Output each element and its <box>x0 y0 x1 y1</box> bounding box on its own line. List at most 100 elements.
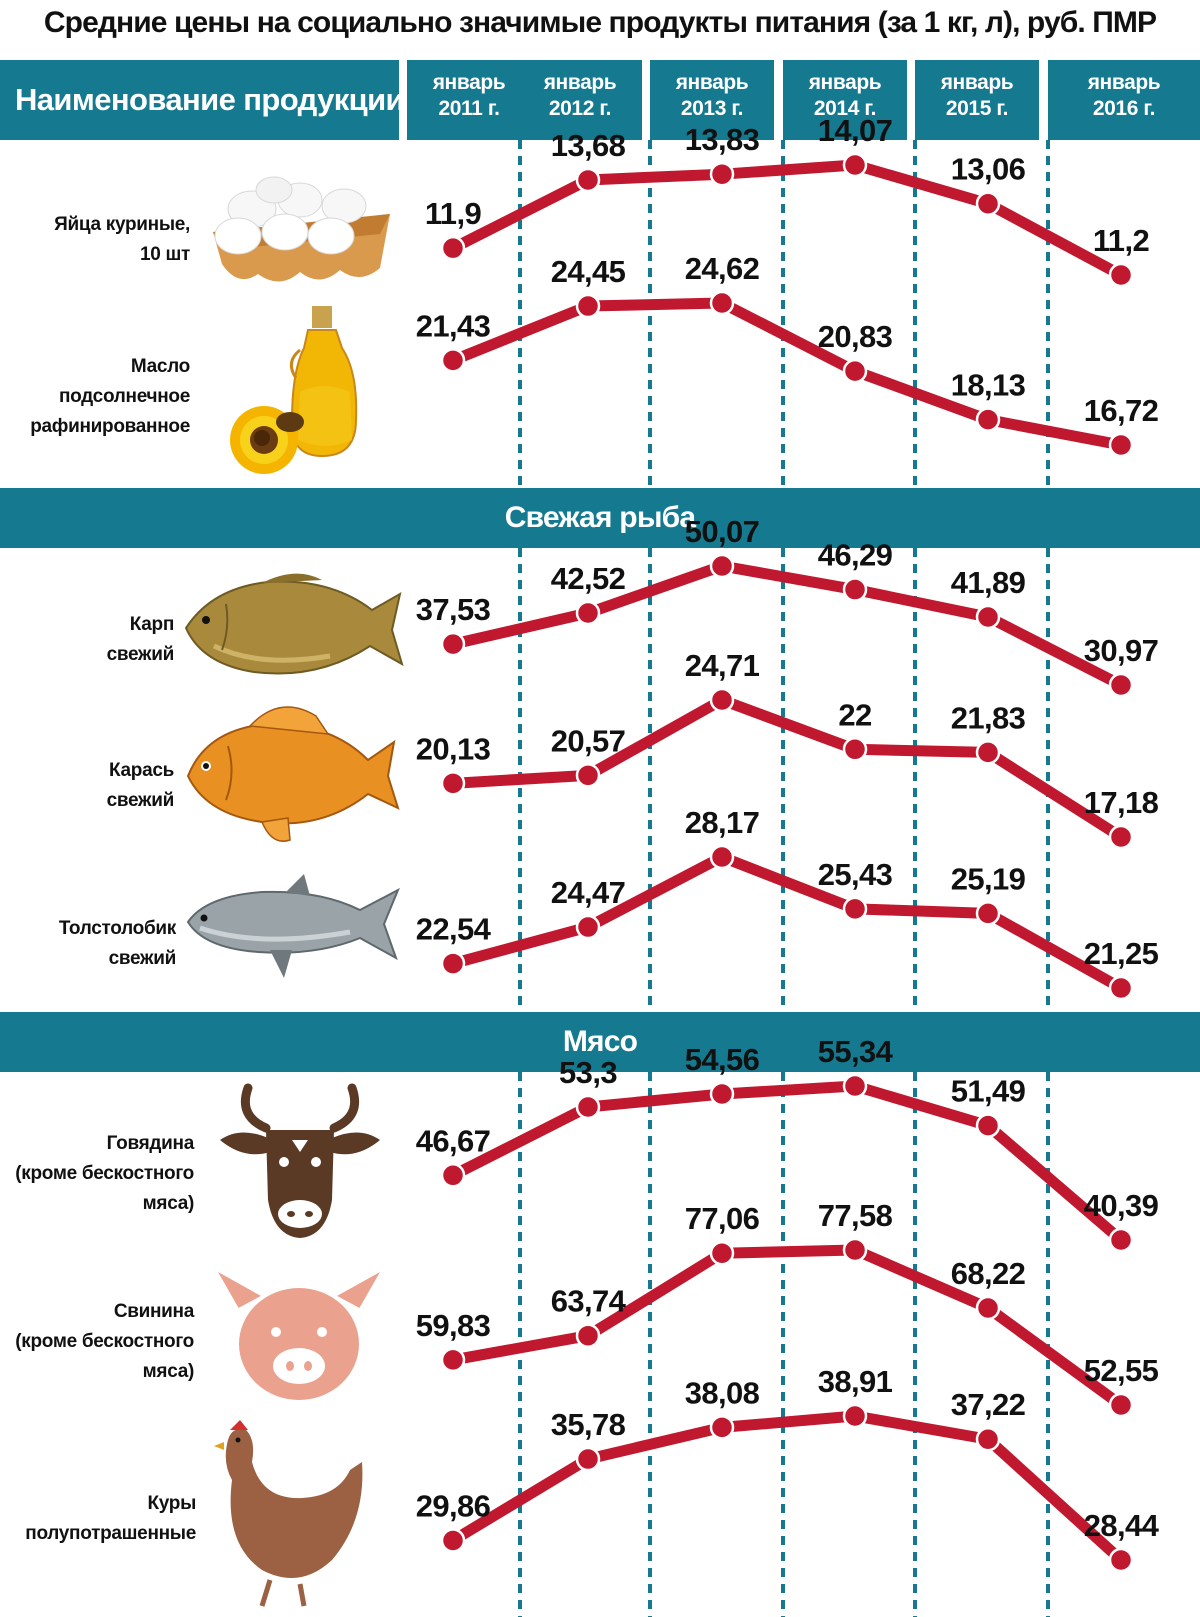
data-point <box>842 577 868 602</box>
data-label: 18,13 <box>951 368 1026 403</box>
data-point <box>709 1081 735 1107</box>
data-label: 24,47 <box>551 875 626 910</box>
data-label: 20,57 <box>551 723 626 758</box>
series-line <box>447 1410 1127 1566</box>
data-label: 13,83 <box>685 122 760 157</box>
data-point <box>1108 1227 1134 1253</box>
data-label: 54,56 <box>685 1042 760 1077</box>
product-label-line: свежий <box>106 790 175 811</box>
data-label: 77,58 <box>818 1198 893 1233</box>
cow-icon <box>220 1083 380 1238</box>
product-label-line: 10 шт <box>139 244 190 265</box>
data-label: 21,83 <box>951 700 1026 735</box>
eggs-icon <box>213 176 390 282</box>
data-label: 30,97 <box>1084 633 1159 668</box>
data-point <box>440 951 466 976</box>
data-label: 11,9 <box>425 196 482 231</box>
product-label-line: свежий <box>106 644 175 665</box>
data-label: 21,43 <box>416 308 491 343</box>
product-label-line: Карп <box>129 614 175 635</box>
pig-icon <box>210 1264 388 1400</box>
data-point <box>440 1528 466 1553</box>
data-label: 52,55 <box>1084 1353 1159 1388</box>
data-label: 40,39 <box>1084 1188 1159 1223</box>
product-label-eggs: Яйца куриные, 10 шт <box>54 210 190 270</box>
series-line <box>447 1080 1127 1246</box>
data-point <box>975 407 1001 432</box>
header-year-2015: январь 2015 г. <box>915 60 1039 140</box>
product-label-line: мяса) <box>142 1361 195 1382</box>
data-point <box>440 771 466 796</box>
data-label: 24,45 <box>551 254 626 289</box>
data-label: 55,34 <box>818 1034 894 1069</box>
product-label-line: мяса) <box>142 1193 195 1214</box>
data-label: 46,29 <box>818 538 893 573</box>
data-point <box>575 600 601 626</box>
data-label: 41,89 <box>951 565 1026 600</box>
data-point <box>975 740 1001 765</box>
data-point <box>842 896 868 922</box>
series-line <box>447 297 1127 451</box>
data-label: 35,78 <box>551 1407 626 1442</box>
data-label: 42,52 <box>551 561 626 596</box>
header-year-2016: январь 2016 г. <box>1048 60 1200 140</box>
data-point <box>975 1295 1001 1321</box>
header-year-2012: январь 2012 г. <box>518 60 642 140</box>
section-fish-band: Свежая рыба <box>0 488 1200 548</box>
product-label-line: Яйца куриные, <box>54 214 190 235</box>
product-label-line: Говядина <box>106 1133 195 1154</box>
series-line <box>447 560 1127 691</box>
data-label: 11,2 <box>1093 223 1149 258</box>
carp-icon <box>184 573 404 675</box>
data-label: 63,74 <box>551 1284 627 1319</box>
header-year-label: январь <box>940 71 1014 94</box>
data-point <box>1108 824 1134 850</box>
data-point <box>842 1237 868 1263</box>
series-line <box>447 1244 1127 1411</box>
data-point <box>440 348 466 373</box>
data-point <box>1108 1547 1134 1573</box>
series-line <box>447 694 1127 843</box>
data-label: 13,06 <box>951 152 1026 187</box>
data-point <box>975 604 1001 630</box>
data-point <box>440 631 466 657</box>
data-point <box>709 687 735 713</box>
page-title: Средние цены на социально значимые проду… <box>43 6 1157 39</box>
data-label: 28,44 <box>1084 1508 1160 1543</box>
header-year-value: 2015 г. <box>945 97 1009 120</box>
data-label: 25,19 <box>951 861 1026 896</box>
data-label: 77,06 <box>685 1201 760 1236</box>
header-year-value: 2014 г. <box>813 97 877 120</box>
product-label-line: подсолнечное <box>58 386 190 407</box>
data-point <box>575 1094 601 1120</box>
data-label: 22,54 <box>416 912 492 947</box>
product-label-crucian: Карась свежий <box>106 756 175 816</box>
product-label-line: Толстолобик <box>58 918 176 939</box>
data-label: 53,3 <box>559 1055 617 1090</box>
product-label-line: рафинированное <box>30 416 190 437</box>
product-label-chicken: Куры полупотрашенные <box>25 1489 196 1549</box>
product-label-line: Масло <box>130 356 190 377</box>
data-point <box>575 167 601 193</box>
data-point <box>842 152 868 178</box>
header-year-label: январь <box>1087 71 1161 94</box>
header-name-cell: Наименование продукции <box>0 60 405 140</box>
header-year-value: 2016 г. <box>1092 97 1156 120</box>
data-point <box>975 1426 1001 1452</box>
data-label: 24,71 <box>685 648 760 683</box>
product-label-line: (кроме бескостного <box>15 1331 194 1352</box>
data-label: 13,68 <box>551 128 626 163</box>
series-line <box>447 851 1127 994</box>
product-label-line: (кроме бескостного <box>15 1163 194 1184</box>
header-year-value: 2012 г. <box>548 97 612 120</box>
data-label: 17,18 <box>1084 785 1159 820</box>
data-point <box>575 293 601 319</box>
data-label: 20,83 <box>818 319 893 354</box>
product-label-line: Куры <box>147 1493 196 1514</box>
crucian-icon <box>186 706 400 842</box>
data-point <box>709 553 735 579</box>
data-point <box>975 191 1001 216</box>
data-point <box>1108 1392 1134 1418</box>
